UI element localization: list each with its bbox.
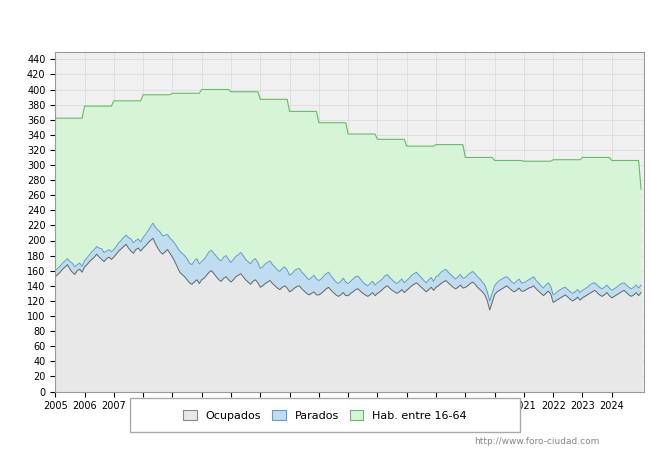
Legend: Ocupados, Parados, Hab. entre 16-64: Ocupados, Parados, Hab. entre 16-64	[179, 405, 471, 425]
Text: Llanars - Evolucion de la poblacion en edad de Trabajar Septiembre de 2024: Llanars - Evolucion de la poblacion en e…	[85, 17, 565, 30]
FancyBboxPatch shape	[130, 398, 520, 432]
Text: http://www.foro-ciudad.com: http://www.foro-ciudad.com	[474, 436, 600, 446]
